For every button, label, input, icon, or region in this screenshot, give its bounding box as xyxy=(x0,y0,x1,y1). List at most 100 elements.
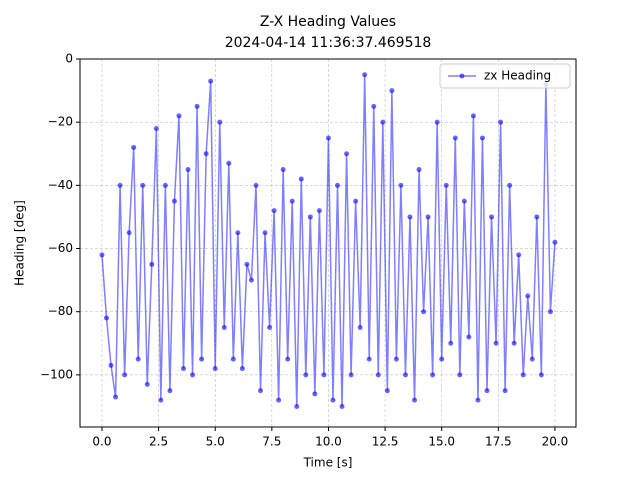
data-point xyxy=(190,372,196,378)
data-point xyxy=(520,372,526,378)
data-point xyxy=(479,135,485,141)
legend-box xyxy=(439,63,571,89)
y-axis-label: Heading [deg] xyxy=(13,200,27,286)
x-tick-label: 7.5 xyxy=(262,435,281,449)
data-point xyxy=(389,88,395,94)
x-tick-label: 15.0 xyxy=(428,435,455,449)
data-point xyxy=(176,113,182,119)
y-tick-label: −60 xyxy=(48,241,73,255)
legend-label: zx Heading xyxy=(484,69,551,83)
data-point xyxy=(298,176,304,182)
data-point xyxy=(294,403,300,409)
data-point xyxy=(321,372,327,378)
data-point xyxy=(425,214,431,220)
data-point xyxy=(344,151,350,157)
data-point xyxy=(248,277,254,283)
data-point xyxy=(366,356,372,362)
data-point xyxy=(375,372,381,378)
data-point xyxy=(194,103,200,109)
y-tick-label: −40 xyxy=(48,178,73,192)
data-point xyxy=(208,78,214,84)
chart-subtitle: 2024-04-14 11:36:37.469518 xyxy=(225,35,432,51)
data-point xyxy=(212,366,218,372)
data-point xyxy=(398,182,404,188)
data-point xyxy=(289,198,295,204)
data-point xyxy=(475,397,481,403)
chart-title: Z-X Heading Values xyxy=(260,14,396,30)
x-tick-label: 12.5 xyxy=(372,435,399,449)
data-point xyxy=(312,391,318,397)
data-point xyxy=(239,366,245,372)
data-point xyxy=(103,315,109,321)
data-point xyxy=(262,230,268,236)
data-point xyxy=(502,388,508,394)
data-point xyxy=(171,198,177,204)
x-tick-label: 10.0 xyxy=(315,435,342,449)
data-point xyxy=(307,214,313,220)
data-point xyxy=(149,261,155,267)
data-point xyxy=(443,182,449,188)
x-axis-label: Time [s] xyxy=(303,456,353,470)
data-point xyxy=(153,125,159,131)
data-point xyxy=(330,397,336,403)
data-point xyxy=(538,372,544,378)
data-point xyxy=(230,356,236,362)
data-point xyxy=(498,119,504,125)
data-point xyxy=(144,381,150,387)
data-point xyxy=(271,208,277,214)
data-point xyxy=(303,372,309,378)
data-point xyxy=(158,397,164,403)
data-point xyxy=(489,214,495,220)
data-point xyxy=(357,324,363,330)
data-point xyxy=(285,356,291,362)
data-point xyxy=(552,239,558,245)
data-point xyxy=(384,388,390,394)
data-point xyxy=(393,356,399,362)
data-point xyxy=(529,356,535,362)
x-tick-label: 20.0 xyxy=(542,435,569,449)
data-point xyxy=(325,135,331,141)
data-point xyxy=(221,324,227,330)
data-point xyxy=(380,119,386,125)
x-tick-label: 5.0 xyxy=(206,435,225,449)
data-point xyxy=(135,356,141,362)
data-point xyxy=(507,182,513,188)
data-point xyxy=(280,167,286,173)
data-point xyxy=(448,340,454,346)
x-tick-label: 17.5 xyxy=(485,435,512,449)
data-point xyxy=(113,394,119,400)
data-point xyxy=(126,230,132,236)
data-point xyxy=(203,151,209,157)
data-point xyxy=(452,135,458,141)
data-point xyxy=(235,230,241,236)
y-tick-label: 0 xyxy=(65,52,73,66)
data-point xyxy=(416,167,422,173)
data-point xyxy=(267,324,273,330)
data-point xyxy=(140,182,146,188)
data-point xyxy=(362,72,368,78)
data-point xyxy=(99,252,105,258)
y-tick-label: −20 xyxy=(48,115,73,129)
data-point xyxy=(316,208,322,214)
data-point xyxy=(335,182,341,188)
data-point xyxy=(457,372,463,378)
data-point xyxy=(258,388,264,394)
data-point xyxy=(199,356,205,362)
data-point xyxy=(185,167,191,173)
y-tick-label: −80 xyxy=(48,304,73,318)
data-point xyxy=(534,214,540,220)
data-point xyxy=(547,309,553,315)
data-point xyxy=(511,340,517,346)
y-tick-label: −100 xyxy=(40,367,73,381)
data-point xyxy=(108,362,114,368)
data-point xyxy=(371,103,377,109)
data-point xyxy=(484,388,490,394)
data-point xyxy=(439,356,445,362)
x-tick-label: 0.0 xyxy=(92,435,111,449)
data-point xyxy=(339,403,345,409)
data-point xyxy=(244,261,250,267)
data-point xyxy=(434,119,440,125)
legend-marker xyxy=(459,73,465,79)
data-point xyxy=(470,113,476,119)
data-point xyxy=(181,366,187,372)
